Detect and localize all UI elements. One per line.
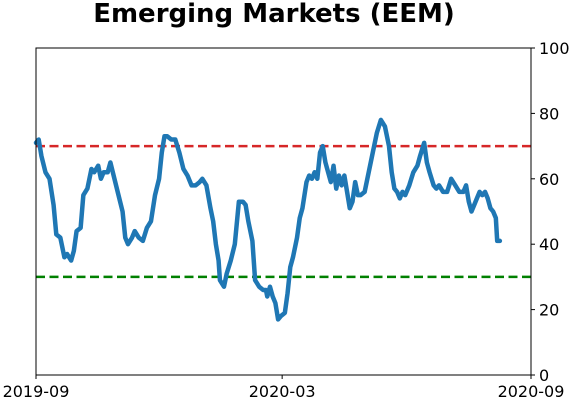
x-axis: 2019-09 2020-03 2020-09 bbox=[3, 375, 565, 401]
y-tick-label: 0 bbox=[539, 366, 549, 385]
reference-lines bbox=[36, 144, 531, 279]
y-tick-label: 80 bbox=[539, 104, 559, 123]
series-line-0 bbox=[33, 117, 503, 322]
series-layer bbox=[33, 117, 503, 322]
plot-frame bbox=[35, 47, 532, 376]
x-tick-label: 2020-03 bbox=[249, 382, 316, 401]
y-axis: 0 20 40 60 80 100 bbox=[531, 39, 570, 385]
y-tick-label: 20 bbox=[539, 301, 559, 320]
y-tick-label: 40 bbox=[539, 235, 559, 254]
x-tick-label: 2019-09 bbox=[3, 382, 70, 401]
y-tick-label: 100 bbox=[539, 39, 570, 58]
x-tick-label: 2020-09 bbox=[498, 382, 565, 401]
chart-title: Emerging Markets (EEM) bbox=[93, 0, 455, 29]
y-tick-label: 60 bbox=[539, 170, 559, 189]
